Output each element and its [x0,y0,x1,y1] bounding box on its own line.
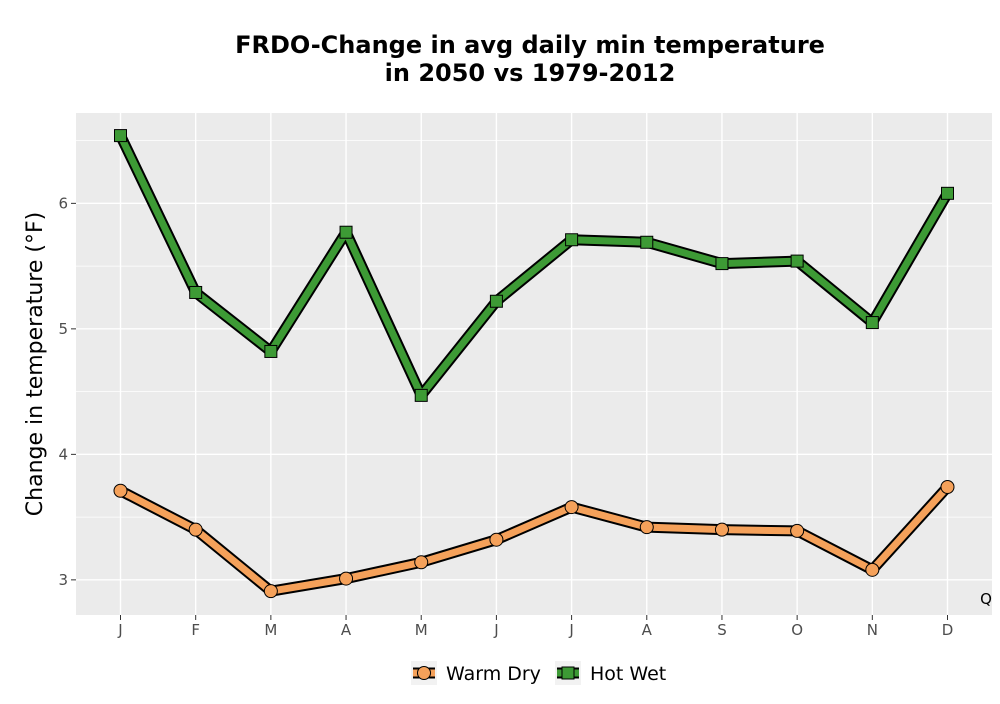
axis-layer: 3 4 5 6 J F M A M J J A S O N D [58,194,953,639]
legend-label: Hot Wet [590,663,666,685]
data-point [189,285,203,299]
data-point [865,562,880,577]
x-tick-label: O [791,621,803,639]
grid-lines [76,113,992,615]
x-tick-label: M [264,621,277,639]
data-point [714,522,729,537]
data-point [339,571,354,586]
x-tick-label: D [942,621,954,639]
x-tick-label: M [415,621,428,639]
data-point [114,129,127,143]
data-point [264,344,278,358]
y-tick-label: 5 [58,320,68,338]
legend-key-marker [561,666,575,680]
x-tick-label: N [867,621,878,639]
corner-label: Q [980,590,992,608]
data-point [715,257,729,271]
x-tick-label: J [568,621,573,639]
x-tick-label: F [191,621,200,639]
data-point [339,225,353,239]
x-tick-label: J [117,621,122,639]
data-point [865,316,879,330]
y-tick-label: 4 [58,445,68,463]
data-point [489,532,504,547]
y-tick-label: 3 [58,571,68,589]
data-point [263,584,278,599]
x-tick-label: J [493,621,498,639]
data-point [113,483,128,498]
series-line [118,484,951,595]
data-point [188,522,203,537]
data-point [564,500,579,515]
legend-key-marker [417,666,431,680]
y-axis-label: Change in temperature (°F) [23,212,48,516]
data-point [639,520,654,535]
data-point [489,294,503,308]
data-point [790,254,804,268]
chart-title-line1: FRDO-Change in avg daily min temperature [235,31,825,59]
series-line [117,134,951,399]
series-layer [113,129,955,599]
data-point [940,479,955,494]
data-point [565,233,579,247]
chart-title-line2: in 2050 vs 1979-2012 [385,59,676,87]
legend: Warm Dry Hot Wet [411,661,666,685]
data-point [414,388,428,402]
data-point [941,186,954,200]
y-tick-label: 6 [58,194,68,212]
data-point [790,523,805,538]
x-tick-label: A [341,621,352,639]
legend-label: Warm Dry [446,663,541,685]
x-tick-label: A [642,621,653,639]
x-tick-label: S [717,621,727,639]
data-point [640,235,654,249]
plot-panel [76,113,992,615]
data-point [414,555,429,570]
